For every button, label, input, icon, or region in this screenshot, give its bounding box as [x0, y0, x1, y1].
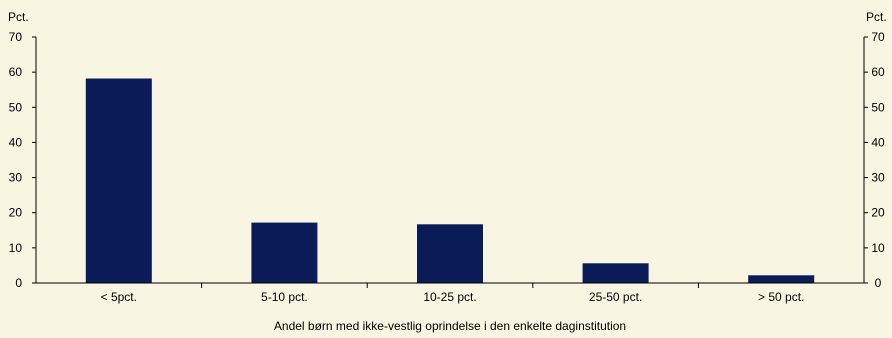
y-axis-label-right: Pct.	[866, 10, 887, 24]
x-axis-label: Andel børn med ikke-vestlig oprindelse i…	[274, 319, 626, 333]
y-tick-label-left: 70	[9, 30, 23, 44]
y-tick-label-right: 0	[875, 276, 882, 290]
bar-2	[417, 224, 483, 283]
y-tick-label-right: 50	[871, 100, 885, 114]
y-tick-label-right: 20	[871, 206, 885, 220]
bar-1	[251, 222, 318, 283]
y-tick-label-right: 60	[871, 65, 885, 79]
y-tick-label-right: 10	[871, 241, 885, 255]
x-tick-label-3: 25-50 pct.	[589, 290, 642, 304]
y-tick-label-right: 70	[871, 30, 885, 44]
x-tick-label-2: 10-25 pct.	[423, 290, 476, 304]
labels-group: 0 0 10 10 20 20 30 30 40 40 50 50 60 60 70 70 < 5pct. 5-1…	[9, 30, 885, 304]
y-tick-label-right: 40	[871, 135, 885, 149]
y-tick-label-left: 30	[9, 171, 23, 185]
y-tick-label-left: 20	[9, 206, 23, 220]
y-tick-label-left: 50	[9, 100, 23, 114]
y-axis-label-left: Pct.	[8, 10, 29, 24]
x-tick-label-1: 5-10 pct.	[261, 290, 308, 304]
y-tick-label-left: 40	[9, 135, 23, 149]
y-tick-label-left: 10	[9, 241, 23, 255]
x-tick-label-4: > 50 pct.	[758, 290, 804, 304]
y-tick-label-left: 60	[9, 65, 23, 79]
bar-0	[85, 78, 152, 283]
x-tick-label-0: < 5pct.	[101, 290, 137, 304]
y-tick-label-right: 30	[871, 171, 885, 185]
y-tick-label-left: 0	[15, 276, 22, 290]
bars-group	[85, 78, 815, 283]
axes-group	[32, 36, 868, 288]
bar-3	[582, 263, 649, 283]
bar-4	[748, 275, 815, 283]
